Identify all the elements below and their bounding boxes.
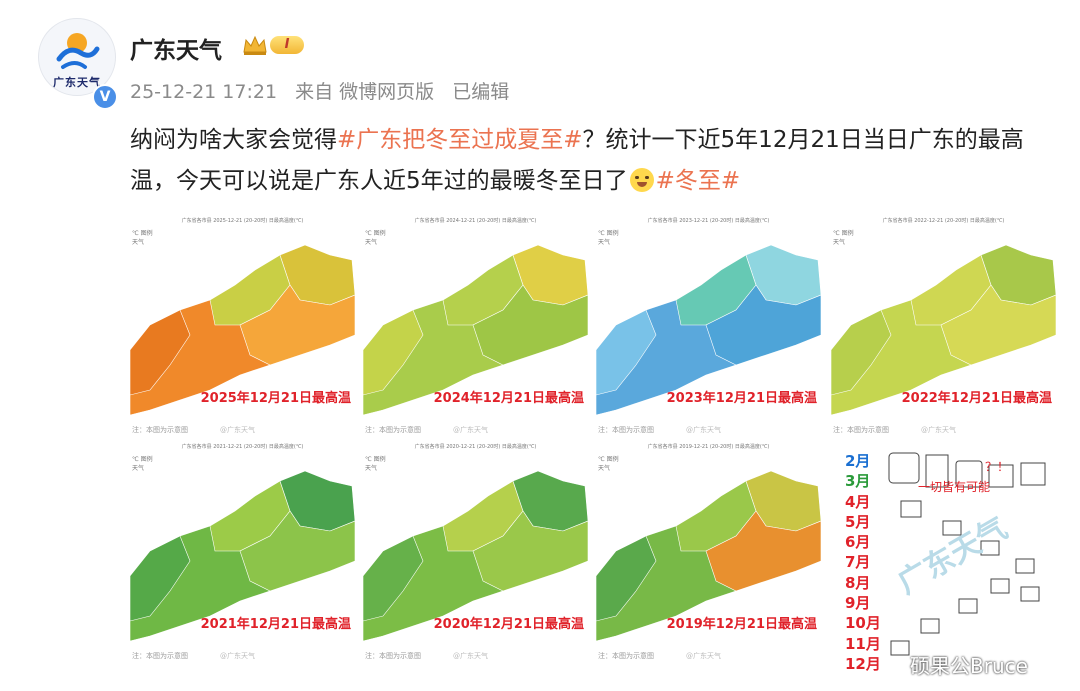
post-text: 纳闷为啥大家会觉得#广东把冬至过成夏至#？统计一下近5年12月21日当日广东的最…: [130, 120, 1060, 202]
map-region-5: [705, 284, 821, 366]
map-watermark: @广东天气: [453, 652, 488, 660]
map-note: 注：本图为示意图: [833, 426, 889, 434]
month-label: 7月: [845, 553, 871, 572]
map-watermark: @广东天气: [220, 426, 255, 434]
verified-badge: V: [92, 84, 118, 110]
map-note: 注：本图为示意图: [365, 426, 421, 434]
map-title: 广东省各市县 2024-12-21 (20-20时) 日最高温度(℃): [414, 218, 537, 224]
map-title: 广东省各市县 2023-12-21 (20-20时) 日最高温度(℃): [647, 218, 770, 224]
map-region-5: [705, 510, 821, 592]
map-watermark: @广东天气: [220, 652, 255, 660]
month-label: 9月: [845, 594, 871, 613]
map-watermark: @广东天气: [921, 426, 956, 434]
guangdong-map-icon: [596, 244, 821, 416]
map-region-2: [363, 309, 424, 396]
map-note: 注：本图为示意图: [598, 426, 654, 434]
avatar-label: 广东天气: [53, 76, 101, 89]
weather-map-tile[interactable]: 广东省各市县 2021-12-21 (20-20时) 日最高温度(℃) ℃ 图例 …: [130, 441, 355, 666]
map-region-5: [472, 510, 588, 592]
weather-map-tile[interactable]: 广东省各市县 2020-12-21 (20-20时) 日最高温度(℃) ℃ 图例 …: [363, 441, 588, 666]
map-caption: 2023年12月21日最高温: [666, 391, 817, 406]
month-label: 10月: [845, 614, 881, 633]
map-region-2: [831, 309, 892, 396]
map-title: 广东省各市县 2020-12-21 (20-20时) 日最高温度(℃): [414, 444, 537, 450]
hashtag-link[interactable]: #广东把冬至过成夏至#: [337, 127, 583, 153]
map-region-2: [596, 535, 657, 622]
map-legend: ℃ 图例 天气: [132, 230, 153, 246]
months-list: 2月 3月 4月 5月 6月 7月 8月 9月 10月 11月 12月: [845, 451, 885, 674]
map-watermark: @广东天气: [453, 426, 488, 434]
post-source: 来自 微博网页版: [295, 81, 435, 103]
post-meta: 25-12-21 17:21 来自 微博网页版 已编辑: [130, 77, 521, 104]
map-region-2: [596, 309, 657, 396]
map-note: 注：本图为示意图: [132, 652, 188, 660]
site-watermark: 硕果公Bruce: [910, 654, 1028, 678]
guangdong-map-icon: [363, 244, 588, 416]
post-text-part1: 纳闷为啥大家会觉得: [130, 127, 337, 153]
post-text-part2: ？统计一下近5年12月21日当日广东的最高温，今天可以说是广东人近5年过的最暖冬…: [130, 127, 1024, 194]
map-title: 广东省各市县 2025-12-21 (20-20时) 日最高温度(℃): [181, 218, 304, 224]
crying-laugh-emoji-icon: [629, 168, 654, 192]
post-edited[interactable]: 已编辑: [452, 81, 510, 103]
weather-map-tile[interactable]: 广东省各市县 2023-12-21 (20-20时) 日最高温度(℃) ℃ 图例 …: [596, 215, 821, 440]
weather-map-tile[interactable]: 广东省各市县 2025-12-21 (20-20时) 日最高温度(℃) ℃ 图例 …: [130, 215, 355, 440]
map-legend: ℃ 图例 天气: [598, 456, 619, 472]
map-caption: 2024年12月21日最高温: [433, 391, 584, 406]
month-label: 4月: [845, 492, 871, 511]
month-label: 12月: [845, 654, 881, 673]
weather-map-tile[interactable]: 广东省各市县 2022-12-21 (20-20时) 日最高温度(℃) ℃ 图例 …: [831, 215, 1056, 440]
map-note: 注：本图为示意图: [598, 652, 654, 660]
map-region-5: [239, 510, 355, 592]
map-caption: 2025年12月21日最高温: [200, 391, 351, 406]
crown-icon: [243, 35, 267, 55]
map-title: 广东省各市县 2021-12-21 (20-20时) 日最高温度(℃): [181, 444, 304, 450]
month-label: 11月: [845, 634, 881, 653]
vip-badge[interactable]: I: [242, 34, 304, 56]
map-title: 广东省各市县 2019-12-21 (20-20时) 日最高温度(℃): [647, 444, 770, 450]
map-watermark: @广东天气: [686, 652, 721, 660]
map-region-5: [940, 284, 1056, 366]
month-label: 8月: [845, 573, 871, 592]
map-legend: ℃ 图例 天气: [132, 456, 153, 472]
account-name[interactable]: 广东天气: [130, 38, 222, 64]
guangdong-map-icon: [130, 470, 355, 642]
hashtag-link[interactable]: #冬至#: [655, 168, 741, 194]
weather-map-tile[interactable]: 广东省各市县 2019-12-21 (20-20时) 日最高温度(℃) ℃ 图例 …: [596, 441, 821, 666]
post-timestamp[interactable]: 25-12-21 17:21: [130, 81, 278, 103]
account-avatar[interactable]: 广东天气: [38, 18, 116, 96]
map-legend: ℃ 图例 天气: [598, 230, 619, 246]
guangdong-map-icon: [363, 470, 588, 642]
map-region-2: [363, 535, 424, 622]
weather-map-tile[interactable]: 广东省各市县 2024-12-21 (20-20时) 日最高温度(℃) ℃ 图例 …: [363, 215, 588, 440]
map-legend: ℃ 图例 天气: [365, 230, 386, 246]
map-note: 注：本图为示意图: [365, 652, 421, 660]
vip-level: I: [270, 36, 304, 54]
month-label: 3月: [845, 472, 871, 491]
map-region-5: [239, 284, 355, 366]
guangdong-map-icon: [831, 244, 1056, 416]
guangdong-map-icon: [596, 470, 821, 642]
map-title: 广东省各市县 2022-12-21 (20-20时) 日最高温度(℃): [882, 218, 1005, 224]
map-region-2: [130, 309, 191, 396]
map-region-5: [472, 284, 588, 366]
month-label: 5月: [845, 512, 871, 531]
guangdong-map-icon: [130, 244, 355, 416]
map-legend: ℃ 图例 天气: [833, 230, 854, 246]
map-caption: 2020年12月21日最高温: [433, 617, 584, 632]
weather-logo-icon: [56, 33, 100, 69]
image-tile[interactable]: 广东天气: [831, 441, 1056, 666]
map-region-2: [130, 535, 191, 622]
map-caption: 2021年12月21日最高温: [200, 617, 351, 632]
clothing-cartoon-icon: [888, 452, 1046, 656]
map-caption: 2022年12月21日最高温: [901, 391, 1052, 406]
map-note: 注：本图为示意图: [132, 426, 188, 434]
cartoon-caption: 一切皆有可能: [918, 480, 991, 494]
month-label: 2月: [845, 452, 871, 470]
month-label: 6月: [845, 533, 871, 552]
map-watermark: @广东天气: [686, 426, 721, 434]
map-caption: 2019年12月21日最高温: [666, 617, 817, 632]
cartoon-question: ？！: [985, 460, 1010, 474]
map-legend: ℃ 图例 天气: [365, 456, 386, 472]
